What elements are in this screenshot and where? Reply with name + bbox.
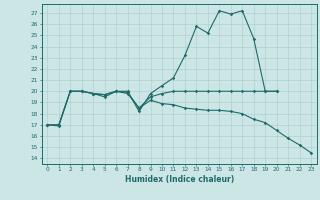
X-axis label: Humidex (Indice chaleur): Humidex (Indice chaleur) [124, 175, 234, 184]
